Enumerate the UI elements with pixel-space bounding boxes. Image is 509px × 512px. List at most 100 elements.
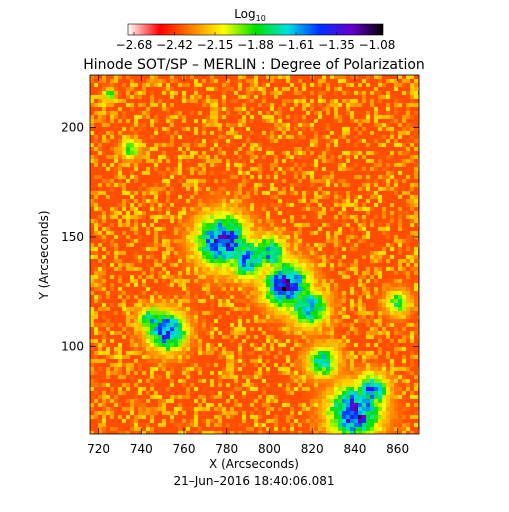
- heatmap-cell: [242, 243, 246, 247]
- heatmap-cell: [246, 215, 250, 219]
- heatmap-cell: [346, 207, 350, 211]
- heatmap-cell: [318, 151, 322, 155]
- heatmap-cell: [102, 115, 106, 119]
- heatmap-cell: [198, 255, 202, 259]
- heatmap-cell: [210, 267, 214, 271]
- heatmap-cell: [90, 207, 94, 211]
- heatmap-cell: [206, 203, 210, 207]
- heatmap-cell: [294, 95, 298, 99]
- heatmap-cell: [214, 143, 218, 147]
- heatmap-cell: [194, 107, 198, 111]
- heatmap-cell: [298, 211, 302, 215]
- heatmap-cell: [226, 127, 230, 131]
- heatmap-cell: [150, 131, 154, 135]
- heatmap-cell: [146, 279, 150, 283]
- heatmap-cell: [194, 119, 198, 123]
- heatmap-cell: [230, 307, 234, 311]
- heatmap-cell: [198, 91, 202, 95]
- heatmap-cell: [338, 95, 342, 99]
- heatmap-cell: [142, 123, 146, 127]
- heatmap-cell: [190, 127, 194, 131]
- heatmap-cell: [330, 199, 334, 203]
- heatmap-cell: [394, 255, 398, 259]
- heatmap-cell: [334, 235, 338, 239]
- heatmap-cell: [310, 107, 314, 111]
- heatmap-cell: [350, 139, 354, 143]
- heatmap-cell: [190, 251, 194, 255]
- heatmap-cell: [234, 219, 238, 223]
- heatmap-cell: [406, 267, 410, 271]
- heatmap-cell: [186, 131, 190, 135]
- heatmap-cell: [254, 223, 258, 227]
- heatmap-cell: [114, 91, 118, 95]
- heatmap-cell: [198, 107, 202, 111]
- heatmap-cell: [262, 143, 266, 147]
- heatmap-cell: [118, 219, 122, 223]
- heatmap-cell: [410, 235, 414, 239]
- heatmap-cell: [114, 111, 118, 115]
- heatmap-cell: [242, 195, 246, 199]
- heatmap-cell: [294, 279, 298, 283]
- heatmap-cell: [386, 251, 390, 255]
- heatmap-cell: [242, 231, 246, 235]
- heatmap-cell: [114, 79, 118, 83]
- heatmap-cell: [366, 183, 370, 187]
- heatmap-cell: [138, 187, 142, 191]
- heatmap-cell: [250, 227, 254, 231]
- heatmap-cell: [342, 187, 346, 191]
- heatmap-cell: [234, 175, 238, 179]
- heatmap-cell: [98, 283, 102, 287]
- heatmap-cell: [402, 143, 406, 147]
- heatmap-cell: [398, 223, 402, 227]
- heatmap-cell: [214, 243, 218, 247]
- heatmap-cell: [262, 267, 266, 271]
- heatmap-cell: [410, 147, 414, 151]
- heatmap-cell: [338, 179, 342, 183]
- heatmap-cell: [102, 139, 106, 143]
- heatmap-cell: [418, 303, 419, 307]
- heatmap-cell: [334, 123, 338, 127]
- heatmap-cell: [242, 167, 246, 171]
- heatmap-cell: [102, 239, 106, 243]
- heatmap-cell: [246, 295, 250, 299]
- heatmap-cell: [242, 119, 246, 123]
- heatmap-cell: [234, 267, 238, 271]
- heatmap-cell: [378, 199, 382, 203]
- heatmap-cell: [246, 223, 250, 227]
- heatmap-cell: [346, 311, 350, 315]
- heatmap-cell: [298, 283, 302, 287]
- heatmap-cell: [150, 279, 154, 283]
- heatmap-cell: [134, 223, 138, 227]
- heatmap-cell: [90, 131, 94, 135]
- heatmap-cell: [354, 207, 358, 211]
- heatmap-cell: [126, 151, 130, 155]
- heatmap-cell: [358, 219, 362, 223]
- heatmap-cell: [326, 303, 330, 307]
- heatmap-cell: [210, 103, 214, 107]
- heatmap-cell: [350, 115, 354, 119]
- heatmap-cell: [106, 127, 110, 131]
- heatmap-cell: [234, 295, 238, 299]
- heatmap-cell: [402, 79, 406, 83]
- heatmap-cell: [166, 291, 170, 295]
- heatmap-cell: [314, 227, 318, 231]
- heatmap-cell: [234, 203, 238, 207]
- heatmap-cell: [130, 127, 134, 131]
- heatmap-cell: [266, 291, 270, 295]
- heatmap-cell: [162, 199, 166, 203]
- heatmap-cell: [178, 107, 182, 111]
- heatmap-cell: [122, 267, 126, 271]
- heatmap-cell: [258, 287, 262, 291]
- heatmap-cell: [182, 263, 186, 267]
- heatmap-cell: [342, 135, 346, 139]
- heatmap-cell: [350, 295, 354, 299]
- heatmap-cell: [178, 99, 182, 103]
- heatmap-cell: [158, 303, 162, 307]
- heatmap-cell: [302, 147, 306, 151]
- heatmap-cell: [306, 199, 310, 203]
- heatmap-cell: [202, 275, 206, 279]
- heatmap-cell: [102, 187, 106, 191]
- heatmap-cell: [334, 211, 338, 215]
- heatmap-cell: [386, 303, 390, 307]
- heatmap-cell: [306, 175, 310, 179]
